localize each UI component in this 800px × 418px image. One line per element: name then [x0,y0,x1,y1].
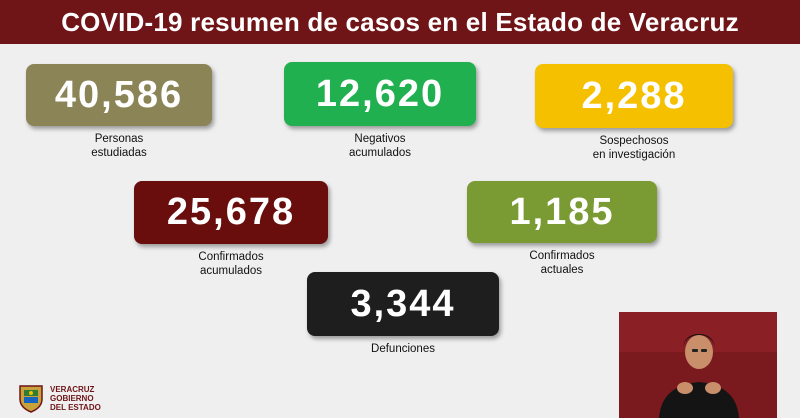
veracruz-logo: VERACRUZ GOBIERNO DEL ESTADO [18,383,101,413]
stat-value-box: 25,678 [134,181,328,244]
stat-persons-studied: 40,586 Personas estudiadas [26,64,212,160]
stat-value: 1,185 [509,190,615,233]
stat-label: Sospechosos en investigación [592,135,676,161]
stat-suspected: 2,288 Sospechosos en investigación [535,64,733,162]
stat-value: 3,344 [350,282,456,325]
stat-value-box: 12,620 [284,62,476,126]
stat-value: 12,620 [315,72,445,115]
stat-negative-accumulated: 12,620 Negativos acumulados [284,62,476,160]
stat-label: Personas estudiadas [91,133,147,159]
stat-value-box: 3,344 [307,272,499,336]
title-bar: COVID-19 resumen de casos en el Estado d… [0,0,800,44]
stat-deaths: 3,344 Defunciones [307,272,499,356]
stat-label: Negativos acumulados [348,133,411,159]
stat-label: Confirmados actuales [529,250,595,276]
stat-label: Confirmados acumulados [198,251,264,277]
stat-value: 2,288 [581,74,687,117]
logo-text: VERACRUZ GOBIERNO DEL ESTADO [50,384,101,412]
coat-of-arms-icon [19,385,43,413]
stat-label: Defunciones [371,343,435,355]
stat-value: 25,678 [166,191,296,233]
sign-language-interpreter-video [619,312,777,418]
stat-confirmed-accumulated: 25,678 Confirmados acumulados [134,181,328,278]
page-title: COVID-19 resumen de casos en el Estado d… [61,6,739,37]
stat-value-box: 40,586 [26,64,212,126]
stat-value-box: 1,185 [467,181,657,243]
stat-value-box: 2,288 [535,64,733,128]
interpreter-figure [619,312,777,418]
stat-confirmed-active: 1,185 Confirmados actuales [467,181,657,277]
stat-value: 40,586 [54,73,184,116]
